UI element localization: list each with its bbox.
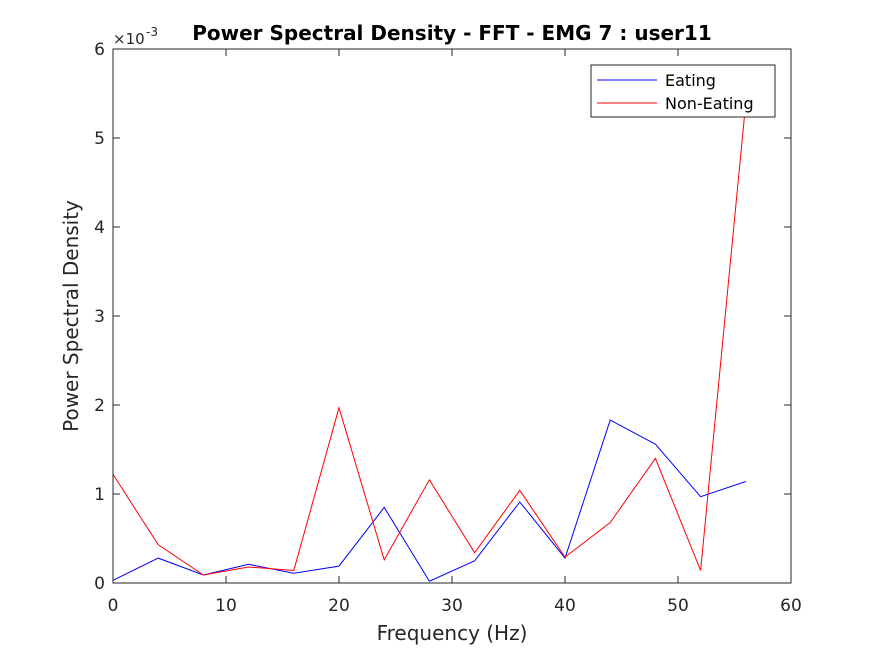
y-tick-label: 2 <box>94 396 105 416</box>
x-tick-label: 50 <box>667 596 689 616</box>
x-tick-label: 60 <box>780 596 802 616</box>
series-line-eating <box>112 419 746 582</box>
legend: Eating Non-Eating <box>590 64 776 118</box>
x-axis-label: Frequency (Hz) <box>377 621 528 645</box>
y-tick-label: 4 <box>94 218 105 238</box>
y-axis-label: Power Spectral Density <box>59 200 83 432</box>
plot-background <box>113 49 791 583</box>
x-tick-label: 30 <box>441 596 463 616</box>
chart-title: Power Spectral Density - FFT - EMG 7 : u… <box>192 21 712 45</box>
y-tick-label: 1 <box>94 485 105 505</box>
x-tick-label: 20 <box>328 596 350 616</box>
ticks-layer: 0 10 20 30 40 50 60 0 1 2 3 4 5 6 <box>94 40 802 616</box>
y-tick-label: 5 <box>94 129 105 149</box>
y-tick-label: 0 <box>94 574 105 594</box>
y-tick-label: 6 <box>94 40 105 60</box>
legend-label-non-eating: Non-Eating <box>665 94 754 113</box>
series-line-non-eating <box>112 102 747 576</box>
legend-label-eating: Eating <box>665 71 716 90</box>
x-tick-label: 0 <box>108 596 119 616</box>
legend-box <box>590 64 776 118</box>
y-tick-label: 3 <box>94 307 105 327</box>
series-layer <box>112 102 747 582</box>
x-tick-label: 40 <box>554 596 576 616</box>
y-exponent-base: ×10 <box>113 30 145 48</box>
x-tick-label: 10 <box>215 596 237 616</box>
y-exponent-power: -3 <box>146 25 158 39</box>
